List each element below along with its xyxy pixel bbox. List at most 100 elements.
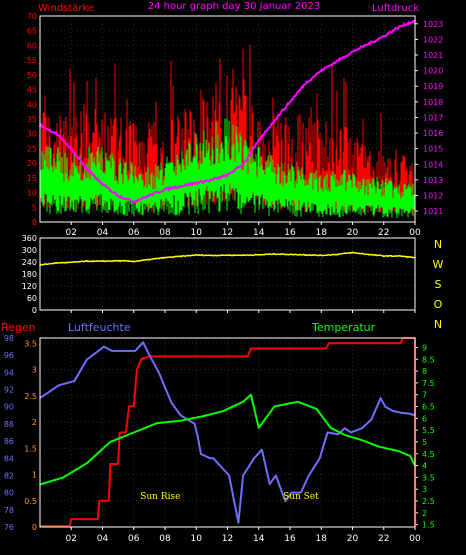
temperature-y-tick-label: 5.5 bbox=[422, 426, 435, 435]
temperature-series-point bbox=[203, 415, 205, 417]
rain-series-point bbox=[250, 347, 252, 350]
pressure-point bbox=[257, 140, 260, 142]
humidity-series-point bbox=[379, 397, 382, 399]
panel1-frame bbox=[39, 15, 416, 223]
wind-y-tick-label: 30 bbox=[27, 130, 37, 139]
humidity-series-point bbox=[111, 350, 113, 352]
humidity-series-point bbox=[384, 405, 387, 408]
humidity-series-point bbox=[103, 345, 105, 348]
sun-annotation: Sun Rise bbox=[140, 492, 180, 502]
direction-point bbox=[148, 258, 151, 261]
humidity-y-tick-label: 80 bbox=[4, 489, 14, 498]
wind-y-tick-label: 20 bbox=[27, 159, 37, 168]
panel1-x-tick-label: 06 bbox=[128, 228, 140, 238]
humidity-series-point bbox=[392, 410, 394, 412]
panel3-x-tick-label: 10 bbox=[191, 534, 203, 544]
rain-series-point bbox=[128, 405, 130, 408]
humidity-series-point bbox=[134, 350, 137, 352]
temperature-y-tick-label: 1.5 bbox=[422, 521, 435, 530]
humidity-y-tick-label: 94 bbox=[4, 368, 14, 377]
humidity-series-point bbox=[268, 483, 271, 485]
pressure-y-tick-label: 1015 bbox=[423, 145, 443, 154]
pressure-point bbox=[398, 26, 401, 28]
rain-y-tick-label: 3.5 bbox=[24, 339, 37, 348]
pressure-y-tick-label: 1021 bbox=[423, 51, 443, 60]
panel1-x-tick-label: 00 bbox=[409, 228, 421, 238]
direction-point bbox=[54, 262, 57, 264]
temperature-series-point bbox=[250, 393, 252, 396]
panel3-x-tick-label: 12 bbox=[222, 534, 233, 544]
panel3-x-tick-label: 18 bbox=[316, 534, 328, 544]
direction-point bbox=[367, 253, 369, 256]
temperature-y-tick-label: 2 bbox=[422, 509, 427, 518]
pressure-point bbox=[70, 147, 73, 150]
pressure-point bbox=[367, 43, 369, 45]
panel3-x-tick-label: 16 bbox=[284, 534, 296, 544]
humidity-series-point bbox=[337, 433, 340, 436]
pressure-y-tick-label: 1013 bbox=[423, 176, 443, 185]
humidity-y-tick-label: 92 bbox=[4, 386, 14, 395]
rain-series-point bbox=[117, 463, 119, 465]
humidity-series-point bbox=[209, 457, 212, 460]
panel3-x-tick-label: 08 bbox=[159, 534, 171, 544]
humidity-series-point bbox=[290, 491, 293, 494]
humidity-series-point bbox=[407, 412, 410, 415]
humidity-y-tick-label: 84 bbox=[4, 454, 14, 463]
panel3-x-tick-label: 14 bbox=[253, 534, 265, 544]
compass-label: N bbox=[434, 238, 442, 251]
panel2-frame bbox=[39, 237, 416, 311]
temperature-series-point bbox=[132, 431, 135, 434]
temperature-axis-label: Temperatur bbox=[311, 321, 376, 334]
wind-y-tick-label: 15 bbox=[27, 174, 37, 183]
temperature-series-point bbox=[329, 426, 332, 429]
compass-label: S bbox=[435, 278, 442, 291]
rain-y-tick-label: 2.5 bbox=[24, 392, 37, 401]
pressure-point bbox=[101, 183, 104, 186]
rain-series-point bbox=[68, 525, 71, 527]
humidity-series-point bbox=[142, 341, 144, 344]
rain-series-point bbox=[97, 518, 99, 520]
panel3-frame bbox=[39, 337, 416, 528]
wind-series bbox=[40, 118, 416, 219]
humidity-series-point bbox=[253, 457, 255, 460]
pressure-point bbox=[351, 51, 354, 53]
humidity-series-point bbox=[284, 500, 287, 503]
temperature-series-point bbox=[359, 438, 362, 441]
rain-series-point bbox=[247, 355, 249, 358]
temperature-series-point bbox=[156, 422, 158, 424]
temperature-y-tick-label: 6 bbox=[422, 414, 427, 423]
rain-y-tick-label: 0.5 bbox=[24, 497, 37, 506]
direction-point bbox=[101, 260, 104, 263]
humidity-series-point bbox=[45, 393, 48, 395]
rain-axis-label: Regen bbox=[1, 321, 36, 334]
pressure-y-tick-label: 1011 bbox=[423, 207, 443, 216]
panel3-x-tick-label: 20 bbox=[347, 534, 359, 544]
pressure-y-tick-label: 1020 bbox=[423, 67, 443, 76]
humidity-y-tick-label: 90 bbox=[4, 403, 14, 412]
wind-y-tick-label: 55 bbox=[27, 56, 37, 65]
panel3-x-tick-label: 02 bbox=[66, 534, 77, 544]
direction-y-tick-label: 60 bbox=[27, 294, 37, 303]
humidity-series-point bbox=[326, 431, 329, 434]
direction-point bbox=[398, 255, 401, 257]
wind-y-tick-label: 65 bbox=[27, 27, 37, 36]
direction-point bbox=[132, 260, 135, 263]
direction-point bbox=[179, 255, 182, 258]
rain-y-tick-label: 1.5 bbox=[24, 444, 37, 453]
rain-y-tick-label: 2 bbox=[32, 418, 37, 427]
panel1-x-tick-label: 04 bbox=[97, 228, 109, 238]
pressure-y-tick-label: 1019 bbox=[423, 82, 443, 91]
panel1-x-tick-label: 20 bbox=[347, 228, 359, 238]
panel3-x-tick-label: 04 bbox=[97, 534, 109, 544]
temperature-series-point bbox=[378, 445, 380, 448]
wind-y-tick-label: 45 bbox=[27, 86, 37, 95]
temperature-series-point bbox=[179, 419, 182, 422]
direction-y-tick-label: 180 bbox=[22, 270, 37, 279]
direction-point bbox=[164, 256, 166, 259]
wind-y-tick-label: 25 bbox=[27, 144, 37, 153]
direction-y-tick-label: 240 bbox=[22, 258, 37, 267]
temperature-y-tick-label: 4.5 bbox=[422, 450, 435, 459]
temperature-y-tick-label: 3 bbox=[422, 485, 427, 494]
humidity-series-point bbox=[86, 358, 88, 361]
